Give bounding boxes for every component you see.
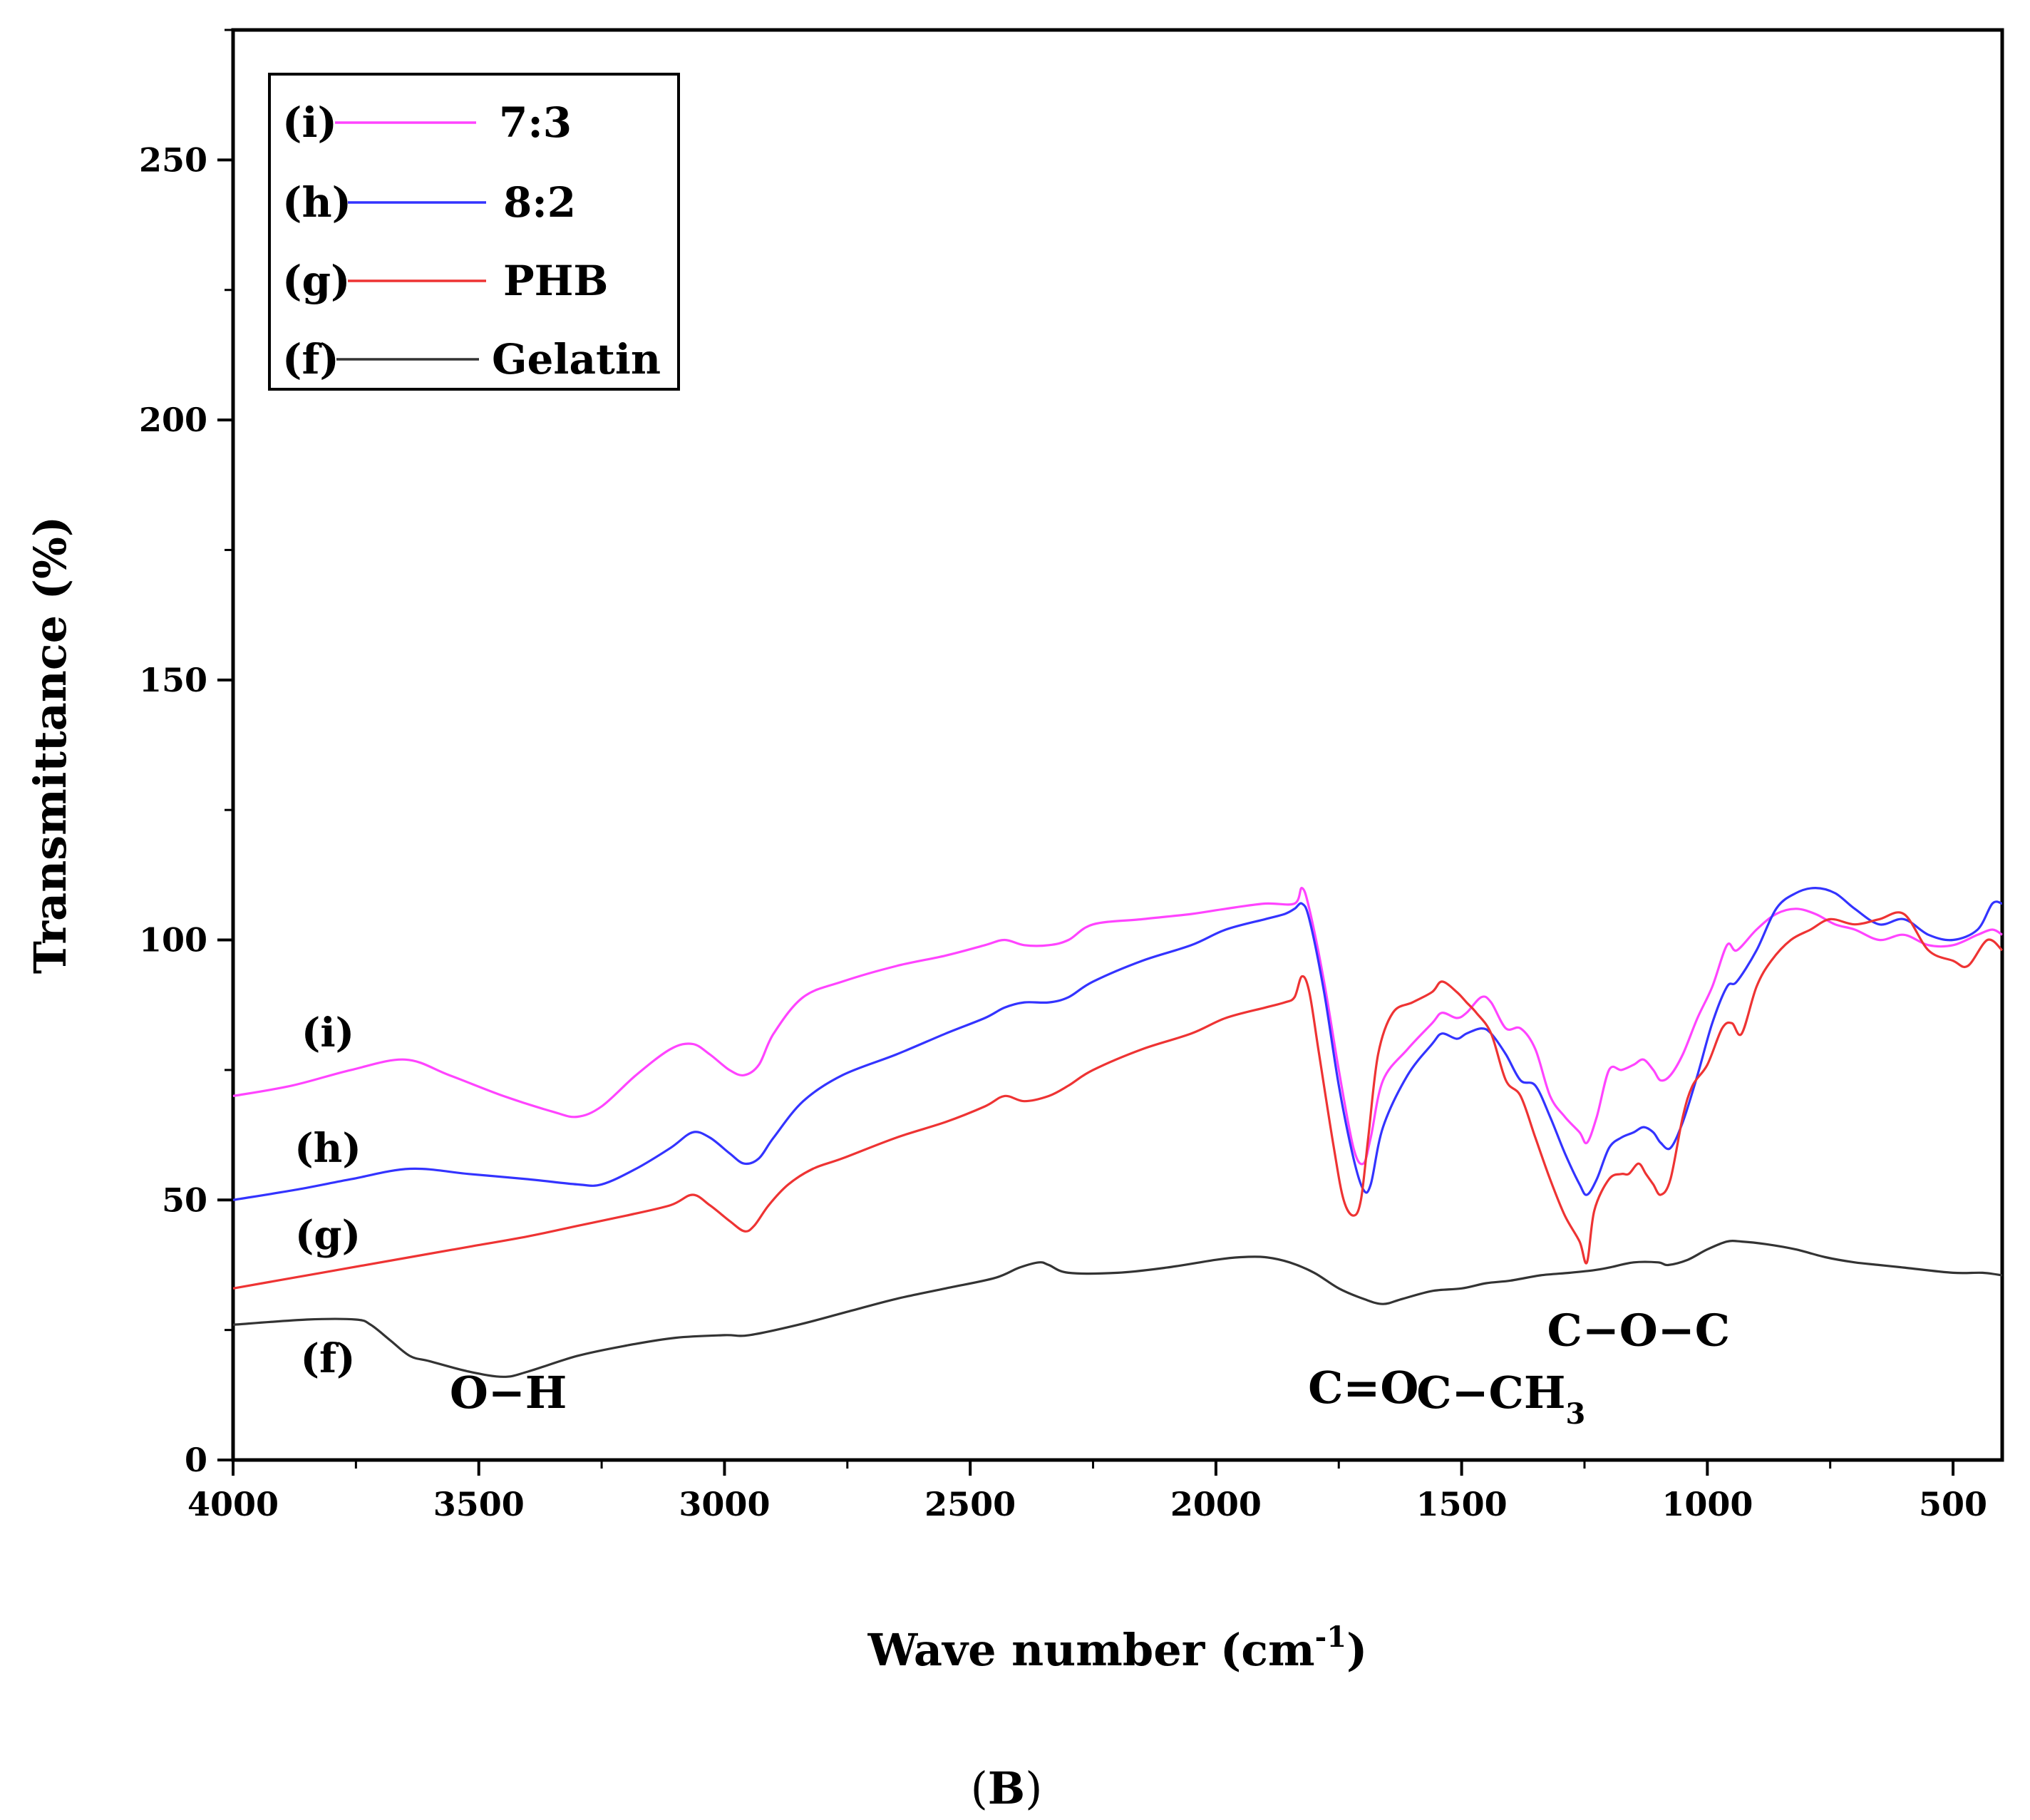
peak-annotation: C−CH3 — [1416, 1367, 1585, 1431]
legend-label: 8:2 — [503, 178, 576, 227]
y-tick-label: 0 — [185, 1441, 207, 1479]
x-tick-label: 1500 — [1416, 1485, 1508, 1523]
y-axis-title: Transmittance (%) — [24, 516, 76, 975]
legend-items: (i) 7:3 (h) 8:2 (g) PHB (f) Gelatin — [282, 98, 661, 384]
peak-annotation-text: C−CH — [1416, 1367, 1565, 1419]
curve-labels: (i) (h) (g) (f) — [294, 1009, 361, 1382]
legend-item-8-2: (h) 8:2 — [282, 178, 576, 227]
x-tick-label: 500 — [1919, 1485, 1987, 1523]
peak-annotation: C=O — [1308, 1362, 1418, 1414]
legend-item-7-3: (i) 7:3 — [282, 98, 572, 147]
y-axis-ticks: 0 50 100 150 200 250 — [139, 29, 233, 1479]
legend-label: Gelatin — [492, 335, 661, 384]
x-axis-title-end: ) — [1346, 1624, 1367, 1676]
peak-annotation-text: C=O — [1308, 1362, 1418, 1414]
peak-annotation-text: O−H — [450, 1367, 567, 1419]
legend-tag: (h) — [282, 178, 351, 227]
caption-close-paren: ) — [1025, 1762, 1042, 1814]
caption-open-paren: ( — [971, 1762, 988, 1814]
y-tick-label: 200 — [139, 401, 207, 439]
annotations: O−H C=OC−CH3 C−O−C — [450, 1305, 1730, 1431]
x-axis-title-main: Wave number (cm — [867, 1624, 1315, 1676]
series-7-3-line — [232, 886, 2003, 1166]
panel-caption: (B) — [971, 1762, 1043, 1814]
legend-label: 7:3 — [499, 98, 572, 147]
curve-label: (h) — [294, 1125, 361, 1172]
y-tick-label: 150 — [139, 661, 207, 699]
y-tick-label: 100 — [139, 921, 207, 960]
series-phb-line — [232, 911, 2004, 1290]
legend-box — [268, 73, 680, 391]
peak-annotation: C−O−C — [1547, 1305, 1731, 1357]
legend: (i) 7:3 (h) 8:2 (g) PHB (f) Gelatin — [268, 73, 680, 391]
x-tick-label: 3500 — [433, 1485, 525, 1523]
x-tick-label: 2500 — [924, 1485, 1016, 1523]
x-axis-title: Wave number (cm-1) — [867, 1620, 1368, 1676]
x-tick-label: 3000 — [679, 1485, 770, 1523]
curve-label: (g) — [295, 1212, 361, 1259]
caption-letter: B — [988, 1762, 1025, 1814]
x-tick-label: 4000 — [187, 1485, 279, 1523]
curve-label: (f) — [300, 1335, 355, 1382]
legend-item-gelatin: (f) Gelatin — [282, 335, 661, 384]
peak-annotation-text: C−O−C — [1547, 1305, 1731, 1357]
y-tick-label: 50 — [162, 1181, 207, 1219]
peak-annotation: O−H — [450, 1367, 567, 1419]
y-tick-label: 250 — [139, 140, 207, 179]
plot-frame — [231, 28, 2004, 1462]
legend-tag: (f) — [282, 335, 339, 384]
legend-tag: (i) — [282, 98, 337, 147]
legend-item-phb: (g) PHB — [282, 257, 608, 305]
x-axis-ticks: 4000 3500 3000 2500 2000 1500 1000 500 — [187, 1460, 1987, 1523]
x-axis-title-superscript: -1 — [1315, 1620, 1346, 1654]
legend-label: PHB — [503, 257, 608, 305]
curve-label: (i) — [302, 1009, 354, 1056]
x-tick-label: 2000 — [1170, 1485, 1262, 1523]
series-8-2-line — [232, 887, 2003, 1201]
series-gelatin-line — [232, 1240, 2003, 1378]
peak-annotation-subscript: 3 — [1565, 1397, 1585, 1431]
x-tick-label: 1000 — [1661, 1485, 1753, 1523]
legend-tag: (g) — [282, 257, 350, 305]
series-layer — [232, 886, 2004, 1378]
